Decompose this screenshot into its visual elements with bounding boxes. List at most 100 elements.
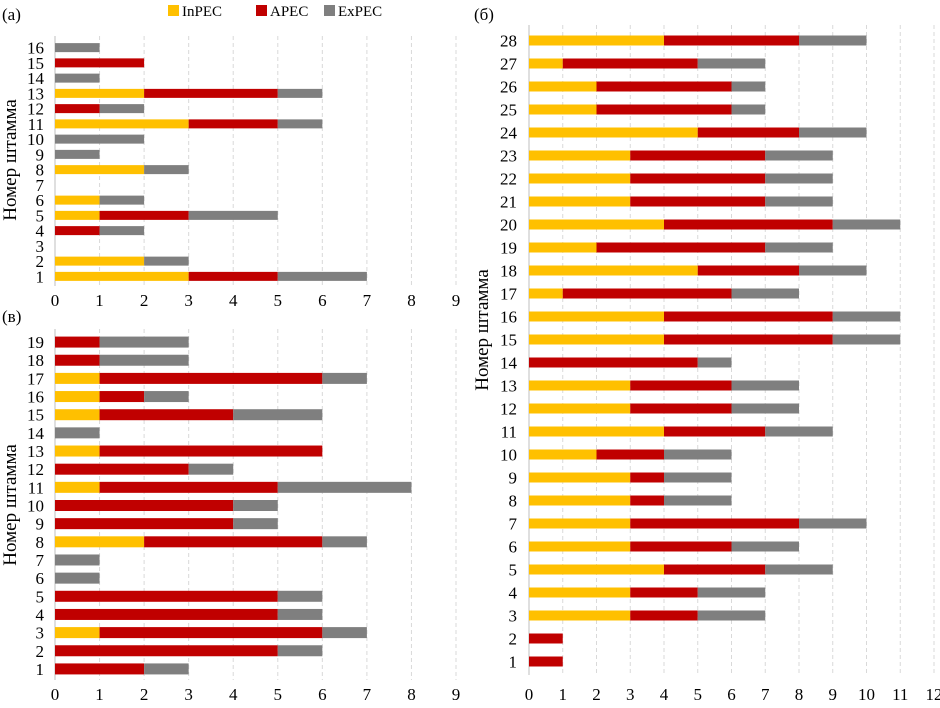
x-tick-label: 7 (363, 685, 372, 704)
x-tick-label: 1 (559, 685, 568, 704)
legend-swatch (168, 5, 179, 16)
bar-segment-inpec (529, 127, 698, 138)
bar-segment-expec (99, 195, 145, 205)
y-tick-label: 5 (36, 587, 45, 606)
bar-segment-apec (596, 104, 732, 115)
x-tick-label: 9 (829, 685, 838, 704)
x-tick-label: 12 (926, 685, 940, 704)
bar-segment-inpec (529, 518, 631, 529)
bar-segment-expec (799, 35, 867, 46)
y-tick-label: 25 (500, 101, 517, 120)
bar-segment-expec (144, 663, 189, 675)
x-tick-label: 9 (452, 685, 461, 704)
bar-segment-expec (731, 104, 766, 115)
y-tick-label: 23 (500, 147, 517, 166)
y-tick-label: 14 (27, 69, 45, 88)
x-tick-label: 4 (229, 291, 238, 310)
bar-segment-expec (832, 334, 901, 345)
y-tick-label: 16 (27, 39, 44, 58)
y-tick-label: 15 (27, 54, 44, 73)
y-tick-label: 24 (500, 124, 518, 143)
bar-segment-apec (55, 590, 278, 602)
x-tick-label: 4 (660, 685, 669, 704)
bar-segment-apec (630, 196, 766, 207)
bar-segment-apec (55, 354, 100, 366)
y-axis-title: Номер штамма (0, 99, 21, 221)
bar-segment-apec (55, 58, 145, 68)
bar-segment-apec (99, 372, 323, 384)
y-tick-label: 3 (36, 237, 45, 256)
bar-segment-expec (144, 165, 189, 175)
x-tick-label: 3 (184, 685, 193, 704)
bar-segment-expec (697, 58, 766, 69)
bar-segment-apec (630, 518, 799, 529)
bar-segment-apec (529, 357, 698, 368)
bar-segment-inpec (529, 541, 631, 552)
bar-segment-expec (832, 311, 901, 322)
bar-segment-apec (596, 242, 766, 253)
bar-segment-apec (529, 656, 563, 667)
x-tick-label: 7 (363, 291, 372, 310)
x-tick-label: 4 (229, 685, 238, 704)
bar-segment-apec (55, 463, 189, 475)
bar-segment-inpec (529, 242, 597, 253)
bar-segment-apec (144, 536, 323, 548)
chart-panel-a: 0 1 2 3 4 5 6 7 8 912345678910111213141516(а)Номе… (0, 5, 460, 310)
bar-segment-apec (630, 587, 698, 598)
bar-segment-apec (99, 481, 278, 493)
bar-segment-expec (322, 372, 367, 384)
y-tick-label: 9 (36, 515, 45, 534)
y-tick-label: 2 (36, 642, 45, 661)
x-tick-label: 11 (892, 685, 908, 704)
bar-segment-inpec (529, 334, 664, 345)
bar-segment-apec (630, 610, 698, 621)
y-tick-label: 5 (509, 561, 518, 580)
bar-segment-inpec (55, 481, 100, 493)
y-tick-label: 22 (500, 170, 517, 189)
bar-segment-expec (731, 288, 799, 299)
bar-segment-inpec (55, 409, 100, 421)
x-tick-label: 8 (407, 685, 416, 704)
bar-segment-expec (697, 357, 732, 368)
bar-segment-inpec (529, 35, 664, 46)
y-tick-label: 18 (27, 351, 44, 370)
bar-segment-expec (99, 226, 145, 236)
bar-segment-expec (233, 500, 278, 511)
legend-label: APEC (270, 4, 308, 20)
bar-segment-expec (55, 554, 100, 566)
bar-segment-expec (144, 256, 189, 266)
bar-segment-expec (233, 518, 278, 530)
bar-segment-apec (630, 150, 766, 161)
bar-segment-expec (799, 265, 867, 276)
bar-segment-expec (277, 271, 367, 281)
bar-segment-inpec (55, 256, 145, 266)
bar-segment-expec (322, 627, 367, 639)
y-tick-label: 1 (509, 653, 518, 672)
bar-segment-expec (55, 134, 145, 144)
bar-segment-expec (799, 127, 867, 138)
y-tick-label: 6 (36, 569, 45, 588)
bar-segment-inpec (529, 265, 698, 276)
bar-segment-apec (55, 336, 100, 348)
y-tick-label: 6 (36, 191, 45, 210)
bar-segment-apec (697, 127, 799, 138)
bar-segment-apec (99, 409, 234, 421)
bar-segment-inpec (529, 495, 631, 506)
bar-segment-apec (664, 334, 833, 345)
bar-segment-expec (188, 210, 278, 220)
bar-segment-inpec (529, 449, 597, 460)
bar-segment-apec (188, 119, 278, 129)
bar-segment-expec (832, 219, 901, 230)
bar-segment-expec (731, 403, 799, 414)
y-tick-label: 14 (500, 354, 518, 373)
bar-segment-inpec (55, 88, 145, 98)
bar-segment-expec (664, 449, 732, 460)
bar-segment-inpec (529, 58, 563, 69)
x-tick-label: 5 (274, 685, 283, 704)
bar-segment-expec (697, 587, 766, 598)
bar-segment-apec (697, 265, 799, 276)
y-tick-label: 21 (500, 193, 517, 212)
bar-segment-expec (799, 518, 867, 529)
bar-segment-apec (55, 518, 234, 530)
y-tick-label: 10 (27, 130, 44, 149)
